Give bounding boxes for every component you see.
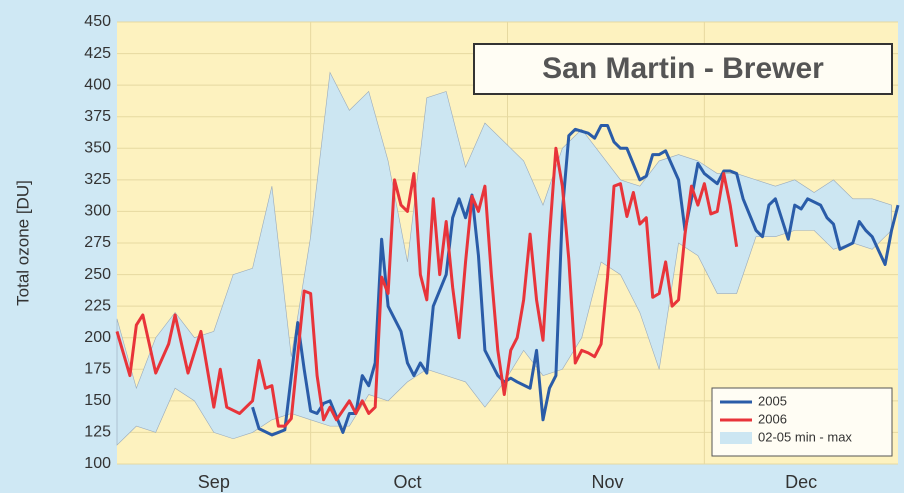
legend-box [711,387,893,457]
y-tick-label: 225 [84,297,111,314]
y-tick-label: 200 [84,329,111,346]
x-tick-label: Nov [592,472,624,492]
y-tick-label: 250 [84,266,111,283]
y-tick-label: 175 [84,361,111,378]
y-tick-label: 125 [84,424,111,441]
legend-swatch [720,432,752,444]
y-axis-label: Total ozone [DU] [13,180,32,306]
legend-label: 2005 [758,393,787,408]
y-tick-label: 300 [84,203,111,220]
x-tick-label: Oct [393,472,421,492]
chart-title: San Martin - Brewer [542,52,824,85]
legend-label: 02-05 min - max [758,429,852,444]
series-line [251,124,900,437]
title-box [473,43,893,95]
y-tick-label: 275 [84,234,111,251]
x-tick-label: Dec [785,472,817,492]
legend-label: 2006 [758,411,787,426]
series-line [115,146,739,428]
y-tick-label: 350 [84,140,111,157]
y-tick-label: 375 [84,108,111,125]
y-tick-label: 450 [84,13,111,30]
x-tick-label: Sep [198,472,230,492]
y-tick-label: 400 [84,76,111,93]
y-tick-label: 150 [84,392,111,409]
y-tick-label: 325 [84,171,111,188]
y-tick-label: 425 [84,45,111,62]
y-tick-label: 100 [84,455,111,472]
